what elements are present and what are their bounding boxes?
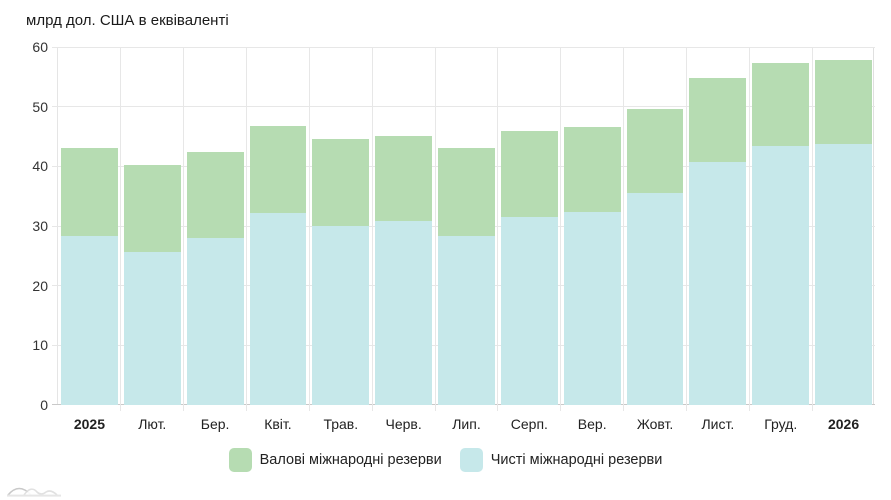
bar-segment-gross-reserves[interactable] xyxy=(689,78,747,162)
bar-segment-gross-reserves[interactable] xyxy=(186,152,244,238)
bar-segment-gross-reserves[interactable] xyxy=(815,59,872,144)
x-axis-category-label: Лип. xyxy=(452,416,481,432)
h-gridline xyxy=(52,47,875,48)
bar-segment-gross-reserves[interactable] xyxy=(61,148,118,236)
x-axis-category-label: Бер. xyxy=(200,416,230,432)
bar-segment-net-reserves[interactable] xyxy=(375,221,433,405)
x-axis-category-label: Лист. xyxy=(701,416,735,432)
x-axis-category-label: Вер. xyxy=(577,416,607,432)
bar-segment-gross-reserves[interactable] xyxy=(500,130,558,218)
x-axis-category-label: Жовт. xyxy=(636,416,674,432)
x-axis-category-label: Трав. xyxy=(323,416,359,432)
legend-item-net-reserves[interactable]: Чисті міжнародні резерви xyxy=(459,448,663,472)
y-axis-tick-label: 0 xyxy=(40,397,48,413)
bar-segment-net-reserves[interactable] xyxy=(752,146,810,405)
v-gridline xyxy=(560,47,562,411)
v-gridline xyxy=(308,47,310,411)
net-reserves-swatch-icon xyxy=(459,448,483,472)
chart-legend: Валові міжнародні резерви Чисті міжнарод… xyxy=(0,448,891,472)
bar-segment-net-reserves[interactable] xyxy=(689,161,747,405)
x-axis-category-label: Серп. xyxy=(510,416,548,432)
bar-segment-net-reserves[interactable] xyxy=(312,226,370,405)
y-axis-tick-label: 60 xyxy=(32,39,48,55)
x-axis-category-label: Черв. xyxy=(385,416,422,432)
bar-segment-gross-reserves[interactable] xyxy=(563,126,621,212)
plot-area: 0 10 20 30 40 50 60 2025 Лют. Бер. Квіт. Трав. Черв.… xyxy=(32,39,875,432)
bar-segment-gross-reserves[interactable] xyxy=(123,165,181,252)
x-axis-category-label: Груд. xyxy=(764,416,798,432)
y-axis-tick-label: 20 xyxy=(32,277,48,294)
legend-item-gross-reserves[interactable]: Валові міжнародні резерви xyxy=(228,448,442,472)
v-gridline xyxy=(246,47,248,411)
v-gridline xyxy=(497,47,499,411)
v-gridline xyxy=(120,47,122,411)
chart-watermark-logo xyxy=(7,487,61,497)
v-gridline xyxy=(811,47,813,411)
bar-segment-net-reserves[interactable] xyxy=(186,237,244,405)
v-gridline xyxy=(748,47,750,411)
v-gridline xyxy=(371,47,373,411)
bar-segment-net-reserves[interactable] xyxy=(500,217,558,405)
y-axis-tick-label: 50 xyxy=(32,98,48,115)
x-axis-category-label: Квіт. xyxy=(264,416,292,432)
bar-segment-gross-reserves[interactable] xyxy=(375,135,433,222)
x-axis-category-label: 2025 xyxy=(73,416,105,432)
h-gridline xyxy=(52,106,875,108)
bar-segment-net-reserves[interactable] xyxy=(123,251,181,405)
y-axis-tick-label: 10 xyxy=(32,337,48,354)
gross-reserves-swatch-icon xyxy=(228,448,252,472)
bar-segment-net-reserves[interactable] xyxy=(249,212,307,405)
bar-segment-net-reserves[interactable] xyxy=(438,235,495,405)
v-gridline xyxy=(183,47,185,411)
bar-segment-gross-reserves[interactable] xyxy=(626,109,684,194)
bar-segment-gross-reserves[interactable] xyxy=(438,148,495,236)
x-axis-category-label: 2026 xyxy=(827,416,860,432)
bar-segment-gross-reserves[interactable] xyxy=(752,62,810,147)
chart-title: млрд дол. США в еквіваленті xyxy=(26,12,229,29)
y-axis-tick-label: 40 xyxy=(32,158,48,175)
bar-segment-net-reserves[interactable] xyxy=(626,193,684,405)
bar-segment-net-reserves[interactable] xyxy=(815,143,872,405)
bar-segment-net-reserves[interactable] xyxy=(61,235,118,405)
bar-segment-net-reserves[interactable] xyxy=(563,211,621,405)
bar-segment-gross-reserves[interactable] xyxy=(312,138,370,226)
bar-segment-gross-reserves[interactable] xyxy=(249,126,307,213)
v-gridline xyxy=(434,47,436,411)
legend-label-net: Чисті міжнародні резерви xyxy=(490,452,663,468)
x-axis-category-label: Лют. xyxy=(138,416,167,432)
v-gridline xyxy=(685,47,687,411)
v-gridline xyxy=(623,47,625,411)
legend-label-gross: Валові міжнародні резерви xyxy=(259,452,442,468)
y-axis-tick-label: 30 xyxy=(32,218,48,234)
